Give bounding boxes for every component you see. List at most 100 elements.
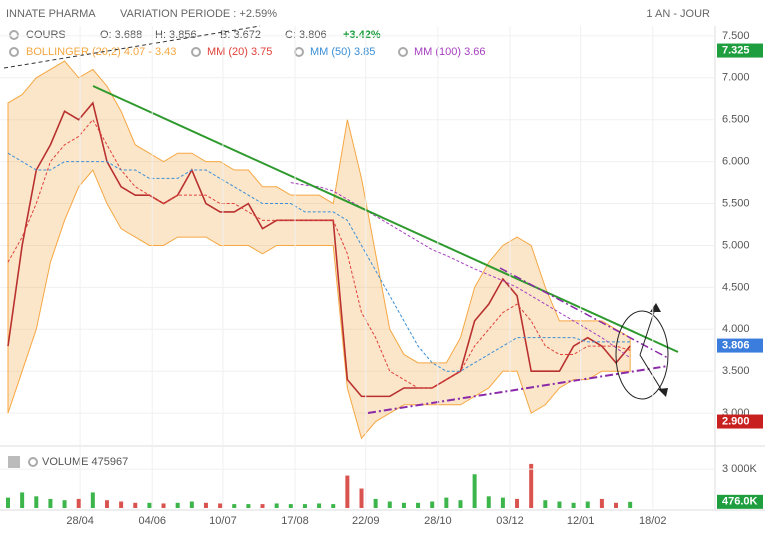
y-tick-label: 5.500	[722, 197, 750, 209]
volume-bar	[515, 498, 520, 508]
volume-bar	[444, 497, 449, 508]
volume-bar	[458, 500, 463, 508]
ohlc-close: C: 3.806	[285, 29, 327, 41]
volume-bar	[571, 502, 576, 508]
legend-label: MM (50) 3.85	[310, 46, 375, 58]
volume-label: VOLUME 475967	[42, 456, 128, 468]
legend-label: MM (100) 3.66	[414, 46, 486, 58]
x-tick-label: 18/02	[639, 515, 667, 527]
volume-bar	[189, 501, 194, 508]
volume-bar	[218, 503, 223, 508]
y-tick-label: 5.000	[722, 239, 750, 251]
arrow	[639, 354, 665, 395]
y-tick-label: 7.000	[722, 72, 750, 84]
arrow-head	[658, 388, 668, 397]
volume-bar	[20, 492, 25, 508]
volume-bar	[274, 503, 279, 508]
price-tag-label: 2.900	[722, 415, 750, 427]
volume-bar	[203, 502, 208, 508]
price-tag	[717, 414, 763, 429]
subtitle: VARIATION PERIODE : +2.59%	[120, 8, 277, 20]
moving-average	[290, 182, 631, 359]
moving-average	[7, 152, 631, 372]
volume-bar	[260, 504, 265, 508]
volume-bar	[48, 498, 53, 508]
volume-bar	[628, 501, 633, 508]
bollinger-band	[7, 60, 631, 440]
volume-bar	[6, 497, 10, 508]
y-tick-label: 6.500	[722, 114, 750, 126]
volume-bar	[246, 504, 251, 508]
gear-icon[interactable]	[9, 30, 19, 40]
volume-bar	[387, 501, 392, 508]
x-tick-label: 03/12	[496, 515, 524, 527]
circle-drawing	[615, 310, 669, 400]
volume-bar	[543, 500, 548, 508]
gear-icon[interactable]	[191, 47, 201, 57]
moving-average	[7, 118, 631, 389]
volume-bar	[161, 503, 166, 508]
price-tag-label: 3.806	[722, 339, 750, 351]
volume-bar	[345, 475, 350, 508]
x-tick-label: 17/08	[281, 515, 309, 527]
x-tick-label: 10/07	[209, 515, 237, 527]
x-tick-label: 28/10	[424, 515, 452, 527]
x-tick-label: 04/06	[138, 515, 166, 527]
volume-bar	[175, 502, 180, 508]
volume-bar	[529, 463, 534, 508]
ohlc-change: +3.42%	[343, 29, 381, 41]
legend-label: MM (20) 3.75	[207, 46, 272, 58]
gear-icon[interactable]	[398, 47, 408, 57]
volume-bar	[359, 488, 364, 508]
gear-icon[interactable]	[28, 457, 38, 467]
y-tick-label: 4.500	[722, 281, 750, 293]
volume-bar	[599, 498, 604, 508]
price-tag	[717, 338, 763, 353]
trend-line	[367, 365, 669, 414]
y-tick-label: 3 000K	[722, 463, 758, 475]
price-tag-label: 7.325	[722, 44, 750, 56]
volume-bar	[232, 504, 237, 508]
y-tick-label: 6.000	[722, 156, 750, 168]
volume-bar	[119, 501, 124, 508]
legend-label: COURS	[26, 29, 66, 41]
volume-bar	[401, 502, 406, 508]
volume-bar	[133, 502, 138, 508]
volume-bar	[486, 496, 491, 508]
y-tick-label: 7.500	[722, 30, 750, 42]
chart-icon[interactable]	[8, 456, 20, 468]
volume-bar	[416, 502, 421, 508]
ohlc-open: O: 3.688	[100, 29, 142, 41]
arrow	[639, 305, 657, 356]
volume-tag	[717, 494, 763, 509]
volume-bar	[288, 504, 293, 508]
x-tick-label: 12/01	[567, 515, 595, 527]
gear-icon[interactable]	[9, 47, 19, 57]
volume-bar	[76, 498, 81, 508]
volume-bar	[472, 474, 477, 508]
chart-title: INNATE PHARMA	[6, 8, 96, 20]
y-tick-label: 3.500	[722, 365, 750, 377]
price-tag	[717, 43, 763, 58]
volume-tag-label: 476.0K	[722, 496, 758, 508]
volume-bar	[90, 492, 95, 508]
ohlc-low: B: 3.672	[220, 29, 261, 41]
volume-bar	[500, 497, 505, 508]
volume-bar	[373, 498, 378, 508]
volume-bar	[614, 502, 619, 508]
volume-bar	[147, 502, 152, 508]
y-tick-label: 4.000	[722, 323, 750, 335]
trend-line	[3, 25, 261, 69]
volume-bar	[62, 500, 67, 508]
volume-bar	[331, 504, 336, 508]
ohlc-high: H: 3.856	[155, 29, 197, 41]
x-tick-label: 22/09	[352, 515, 380, 527]
x-tick-label: 28/04	[66, 515, 94, 527]
volume-bar	[317, 503, 322, 508]
volume-bar	[585, 501, 590, 508]
volume-bar	[302, 504, 307, 508]
plot-area	[0, 35, 715, 440]
period: 1 AN - JOUR	[646, 8, 710, 20]
